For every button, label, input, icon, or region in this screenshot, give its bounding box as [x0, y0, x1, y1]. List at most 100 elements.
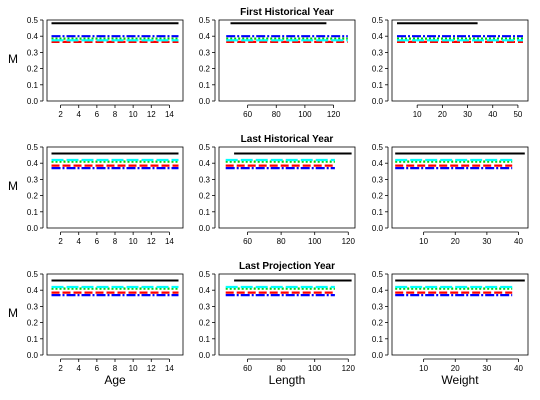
row-title-1: Last Historical Year: [241, 134, 334, 145]
y-tick-label-r1-length: 0.3: [199, 175, 211, 184]
y-labels-group: M M M: [8, 52, 18, 320]
x-tick-label-r0-weight: 40: [488, 110, 497, 119]
x-tick-label-r1-age: 6: [95, 237, 100, 246]
y-tick-label-r1-length: 0.1: [199, 208, 211, 217]
y-tick-label-r2-age: 0.2: [27, 319, 39, 328]
y-tick-label-r2-weight: 0.0: [372, 351, 384, 360]
x-tick-label-r2-length: 60: [243, 364, 252, 373]
y-tick-label-r2-age: 0.0: [27, 351, 39, 360]
panel-frame-r1-weight: [391, 146, 529, 229]
y-tick-label-r0-age: 0.0: [27, 97, 39, 106]
x-tick-label-r0-age: 12: [147, 110, 156, 119]
y-tick-label-r2-length: 0.3: [199, 302, 211, 311]
y-tick-label-r1-length: 0.4: [199, 159, 211, 168]
x-label-length: Length: [269, 373, 306, 387]
x-tick-label-r0-length: 100: [298, 110, 312, 119]
y-tick-label-r0-length: 0.3: [199, 48, 211, 57]
x-tick-label-r2-age: 12: [147, 364, 156, 373]
y-tick-label-r2-weight: 0.3: [372, 302, 384, 311]
panel-frame-r1-age: [46, 146, 184, 229]
y-tick-label-r1-age: 0.5: [27, 143, 39, 152]
x-tick-label-r0-weight: 20: [438, 110, 447, 119]
row-titles-group: First Historical Year Last Historical Ye…: [239, 7, 335, 272]
y-tick-label-r0-weight: 0.0: [372, 97, 384, 106]
y-tick-label-r2-age: 0.1: [27, 335, 39, 344]
x-tick-label-r0-age: 6: [95, 110, 100, 119]
y-tick-label-r1-length: 0.2: [199, 192, 211, 201]
y-label-row-1: M: [8, 179, 18, 193]
y-tick-label-r2-weight: 0.1: [372, 335, 384, 344]
x-tick-label-r0-weight: 10: [413, 110, 422, 119]
x-tick-label-r2-age: 4: [77, 364, 82, 373]
y-tick-label-r0-age: 0.2: [27, 65, 39, 74]
x-tick-label-r2-age: 8: [113, 364, 118, 373]
x-tick-label-r1-length: 60: [243, 237, 252, 246]
panel-r0-weight: 0.0 0.1 0.2 0.3 0.4 0.5 10 20 30 40 50: [372, 16, 529, 119]
panel-frame-r0-weight: [391, 19, 529, 102]
y-tick-label-r2-age: 0.5: [27, 270, 39, 279]
panel-r1-length: 0.0 0.1 0.2 0.3 0.4 0.5 60 80 100 120: [199, 143, 356, 246]
y-tick-label-r0-age: 0.4: [27, 32, 39, 41]
x-tick-label-r2-length: 120: [342, 364, 356, 373]
y-tick-label-r1-weight: 0.4: [372, 159, 384, 168]
x-tick-label-r0-length: 80: [272, 110, 281, 119]
y-tick-label-r0-weight: 0.2: [372, 65, 384, 74]
panel-frame-r0-age: [46, 19, 184, 102]
y-tick-label-r1-age: 0.1: [27, 208, 39, 217]
panel-frame-r2-age: [46, 273, 184, 356]
y-tick-label-r0-weight: 0.3: [372, 48, 384, 57]
panel-frame-r2-weight: [391, 273, 529, 356]
y-tick-label-r0-age: 0.5: [27, 16, 39, 25]
x-tick-label-r0-weight: 30: [463, 110, 472, 119]
x-labels-group: Age Length Weight: [104, 373, 479, 387]
y-tick-label-r2-length: 0.5: [199, 270, 211, 279]
y-tick-label-r2-length: 0.4: [199, 286, 211, 295]
panel-frame-r1-length: [218, 146, 356, 229]
panel-frame-r2-length: [218, 273, 356, 356]
panel-r1-weight: 0.0 0.1 0.2 0.3 0.4 0.5 10 20 30 40: [372, 143, 529, 246]
x-tick-label-r2-age: 2: [58, 364, 63, 373]
x-tick-label-r2-weight: 10: [419, 364, 428, 373]
x-tick-label-r2-age: 6: [95, 364, 100, 373]
x-tick-label-r0-length: 120: [327, 110, 341, 119]
x-tick-label-r0-age: 4: [77, 110, 82, 119]
row-title-0: First Historical Year: [240, 7, 334, 18]
y-tick-label-r1-age: 0.2: [27, 192, 39, 201]
y-tick-label-r2-age: 0.3: [27, 302, 39, 311]
y-tick-label-r1-age: 0.4: [27, 159, 39, 168]
panel-r2-length: 0.0 0.1 0.2 0.3 0.4 0.5 60 80 100 120: [199, 270, 356, 373]
x-tick-label-r1-age: 8: [113, 237, 118, 246]
x-tick-label-r1-age: 10: [129, 237, 138, 246]
y-tick-label-r2-length: 0.2: [199, 319, 211, 328]
panels-group: 0.0 0.1 0.2 0.3 0.4 0.5 2 4 6 8 10 12 14 0.0 0.1 0.2 0.3…: [27, 16, 529, 373]
y-tick-label-r2-weight: 0.2: [372, 319, 384, 328]
y-tick-label-r1-weight: 0.3: [372, 175, 384, 184]
y-tick-label-r1-weight: 0.5: [372, 143, 384, 152]
y-tick-label-r1-age: 0.0: [27, 224, 39, 233]
y-tick-label-r0-weight: 0.5: [372, 16, 384, 25]
x-tick-label-r1-age: 4: [77, 237, 82, 246]
x-tick-label-r1-age: 12: [147, 237, 156, 246]
y-tick-label-r1-length: 0.0: [199, 224, 211, 233]
x-tick-label-r0-age: 8: [113, 110, 118, 119]
x-label-age: Age: [104, 373, 126, 387]
x-tick-label-r1-length: 80: [277, 237, 286, 246]
x-tick-label-r0-length: 60: [243, 110, 252, 119]
x-tick-label-r2-length: 80: [277, 364, 286, 373]
x-label-weight: Weight: [441, 373, 479, 387]
y-tick-label-r2-weight: 0.5: [372, 270, 384, 279]
y-tick-label-r0-weight: 0.4: [372, 32, 384, 41]
x-tick-label-r1-length: 120: [342, 237, 356, 246]
y-tick-label-r2-age: 0.4: [27, 286, 39, 295]
x-tick-label-r2-age: 10: [129, 364, 138, 373]
y-tick-label-r2-length: 0.0: [199, 351, 211, 360]
panel-r2-weight: 0.0 0.1 0.2 0.3 0.4 0.5 10 20 30 40: [372, 270, 529, 373]
y-tick-label-r0-length: 0.4: [199, 32, 211, 41]
panel-r0-length: 0.0 0.1 0.2 0.3 0.4 0.5 60 80 100 120: [199, 16, 356, 119]
panel-r0-age: 0.0 0.1 0.2 0.3 0.4 0.5 2 4 6 8 10 12 14: [27, 16, 184, 119]
panel-r2-age: 0.0 0.1 0.2 0.3 0.4 0.5 2 4 6 8 10 12 14: [27, 270, 184, 373]
x-tick-label-r2-weight: 40: [514, 364, 523, 373]
y-tick-label-r0-length: 0.1: [199, 81, 211, 90]
y-tick-label-r1-weight: 0.1: [372, 208, 384, 217]
